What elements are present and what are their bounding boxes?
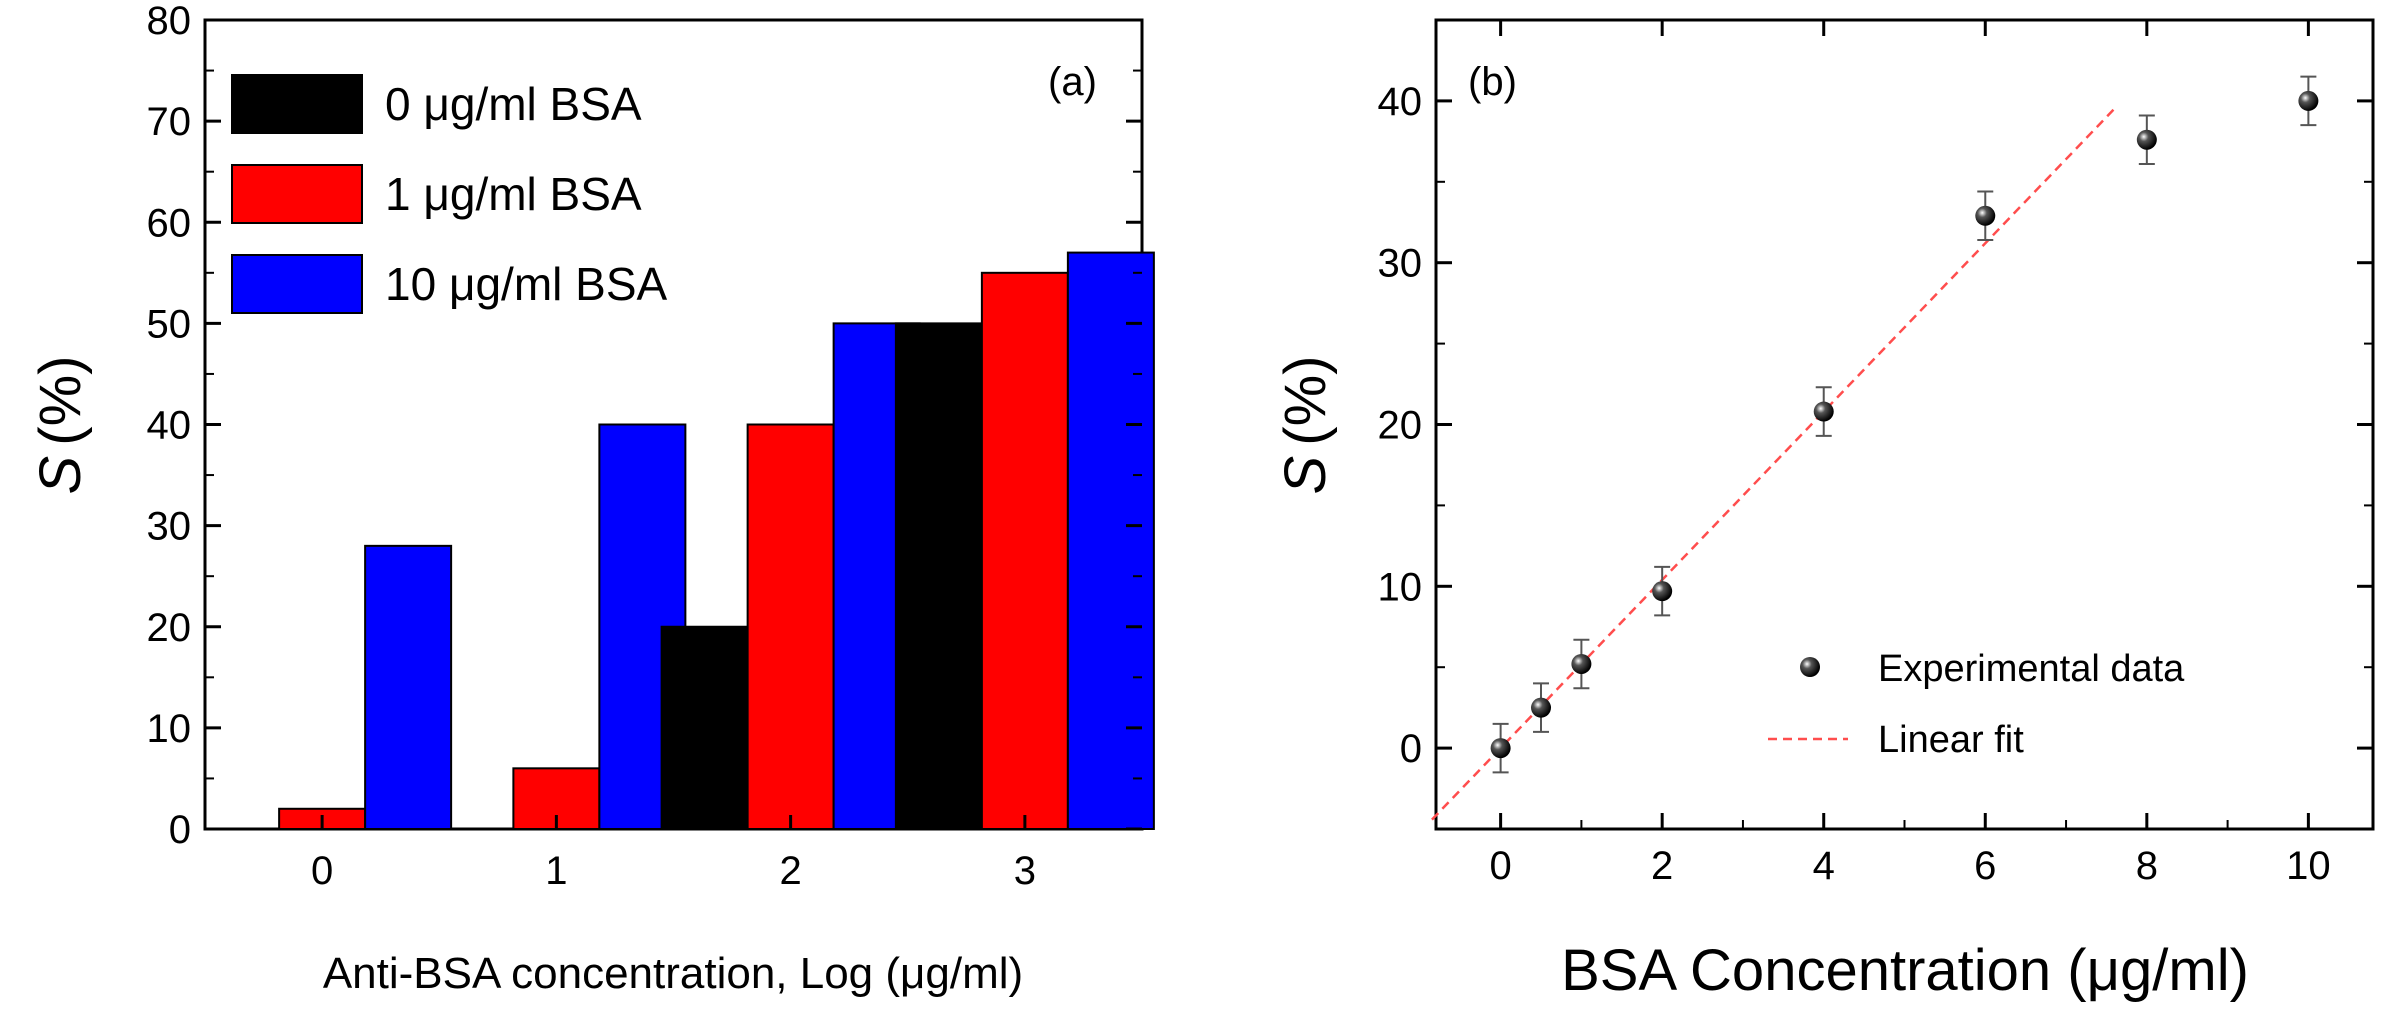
panel-b-axis-ticks: 0 2 4 6 8 10 0 10 20 30 40	[1378, 19, 2373, 888]
panel-b-x-axis-label: BSA Concentration (μg/ml)	[1561, 938, 2249, 1003]
data-point-6	[2136, 129, 2157, 150]
data-point-2	[1571, 653, 1592, 674]
y-tick-label-50: 50	[147, 302, 192, 346]
bar-3-series-0	[894, 322, 983, 830]
b-y-tick-label-30: 30	[1378, 242, 1423, 286]
panel-a-y-axis-label: S (%)	[28, 356, 93, 495]
y-tick-label-0: 0	[169, 808, 191, 852]
x-tick-label-2: 2	[780, 849, 802, 893]
y-tick-label-20: 20	[147, 606, 192, 650]
b-y-tick-label-0: 0	[1400, 727, 1422, 771]
legend-swatch-series-0	[231, 74, 363, 134]
legend-label-series-0: 0 μg/ml BSA	[385, 78, 642, 130]
x-tick-label-0: 0	[311, 849, 333, 893]
y-tick-label-40: 40	[147, 404, 192, 448]
bar-3-series-2	[1066, 251, 1155, 830]
panel-a-y-axis-unit: (%)	[28, 356, 93, 446]
data-point-7	[2298, 90, 2319, 111]
panel-b-plot-frame	[1434, 18, 2375, 831]
data-point-5	[1975, 205, 1996, 226]
legend-swatch-series-2	[231, 254, 363, 314]
legend-label-linear-fit: Linear fit	[1878, 719, 2024, 761]
legend-label-series-2: 10 μg/ml BSA	[385, 258, 667, 310]
data-point-4	[1813, 401, 1834, 422]
legend-swatch-series-1	[231, 164, 363, 224]
panel-a-legend: 0 μg/ml BSA 1 μg/ml BSA 10 μg/ml BSA	[231, 74, 667, 314]
panel-b-y-axis-unit: (%)	[1273, 356, 1338, 446]
b-y-tick-label-20: 20	[1378, 404, 1423, 448]
y-tick-label-60: 60	[147, 201, 192, 245]
panel-a-x-axis-label: Anti-BSA concentration, Log (μg/ml)	[323, 949, 1023, 998]
b-x-tick-label-4: 4	[1813, 844, 1835, 888]
panel-a-label: (a)	[1048, 60, 1097, 104]
panel-a-y-axis-symbol: S	[28, 455, 93, 494]
bar-0-series-2	[364, 544, 453, 830]
panel-b-label: (b)	[1468, 60, 1517, 104]
x-tick-label-3: 3	[1014, 849, 1036, 893]
panel-b-legend: Experimental data Linear fit	[1768, 648, 2185, 761]
panel-a-bars	[278, 251, 1155, 831]
bar-2-series-1	[746, 423, 835, 830]
svg-text:S(%): S (%)	[1273, 356, 1338, 495]
bar-3-series-1	[980, 271, 1069, 830]
legend-label-series-1: 1 μg/ml BSA	[385, 168, 642, 220]
b-x-tick-label-10: 10	[2286, 844, 2331, 888]
panel-b-scatter-chart: 0 2 4 6 8 10 0 10 20 30 40 (b) Experimental data Li…	[1273, 18, 2375, 1003]
bar-2-series-0	[660, 625, 749, 830]
y-tick-label-80: 80	[147, 0, 192, 43]
data-point-1	[1531, 697, 1552, 718]
y-tick-label-30: 30	[147, 505, 192, 549]
b-y-tick-label-10: 10	[1378, 565, 1423, 609]
b-x-tick-label-6: 6	[1974, 844, 1996, 888]
legend-label-experimental-data: Experimental data	[1878, 648, 2185, 690]
y-tick-label-10: 10	[147, 707, 192, 751]
legend-marker-experimental-data	[1800, 657, 1820, 677]
svg-text:S(%): S (%)	[28, 356, 93, 495]
panel-b-y-axis-symbol: S	[1273, 455, 1338, 494]
y-tick-label-70: 70	[147, 100, 192, 144]
x-tick-label-1: 1	[545, 849, 567, 893]
data-point-3	[1652, 581, 1673, 602]
b-x-tick-label-8: 8	[2136, 844, 2158, 888]
b-x-tick-label-2: 2	[1651, 844, 1673, 888]
b-y-tick-label-40: 40	[1378, 80, 1423, 124]
panel-b-data-points	[1490, 75, 2319, 774]
data-point-0	[1490, 738, 1511, 759]
panel-b-y-axis-label: S (%)	[1273, 356, 1338, 495]
b-x-tick-label-0: 0	[1489, 844, 1511, 888]
